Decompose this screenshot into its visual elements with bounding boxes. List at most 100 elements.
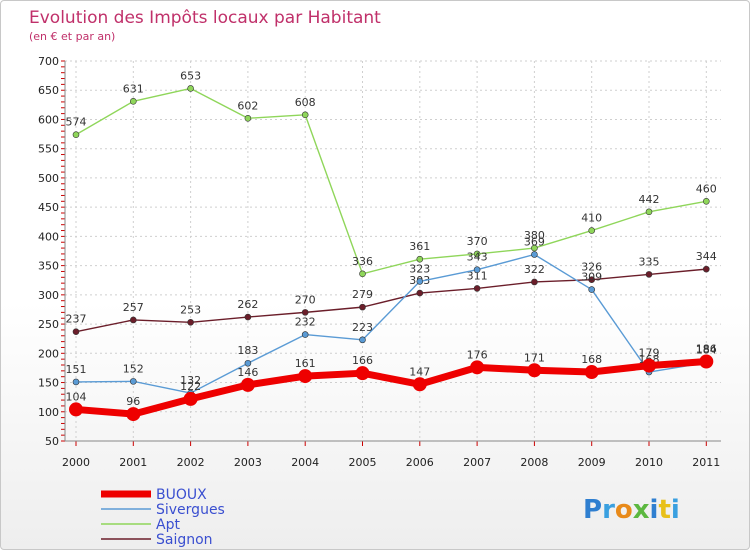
- point-sivergues: [244, 359, 252, 367]
- point-saignon: [187, 319, 194, 326]
- point-apt: [531, 244, 538, 252]
- series-line-buoux: [75, 358, 707, 418]
- x-tick-label: 2005: [349, 456, 377, 469]
- data-label-sivergues: 223: [352, 321, 373, 334]
- logo-letter-1: P: [583, 495, 602, 525]
- point-apt: [645, 208, 653, 216]
- y-tick-label: 400: [38, 230, 59, 243]
- logo-letter-2: r: [602, 495, 615, 525]
- x-tick-label: 2000: [62, 456, 90, 469]
- logo-letter-5: i: [650, 495, 659, 525]
- series-line-apt: [75, 87, 707, 275]
- point-saignon: [531, 278, 538, 286]
- point-apt: [244, 114, 252, 122]
- point-saignon: [416, 289, 424, 297]
- data-label-buoux: 176: [467, 348, 488, 361]
- y-tick-label: 200: [38, 347, 59, 360]
- point-buoux: [699, 354, 714, 369]
- logo-letter-7: i: [671, 495, 680, 525]
- point-apt: [130, 98, 137, 105]
- legend-label-buoux: BUOUX: [156, 487, 207, 503]
- data-label-buoux: 171: [524, 351, 545, 364]
- point-saignon: [359, 303, 366, 311]
- data-label-buoux: 146: [237, 366, 258, 379]
- data-label-apt: 602: [237, 99, 258, 112]
- y-tick-label: 500: [38, 172, 59, 185]
- point-sivergues: [130, 378, 137, 385]
- legend-label-sivergues: Sivergues: [156, 502, 225, 518]
- data-label-sivergues: 132: [180, 374, 201, 387]
- data-label-buoux: 104: [66, 390, 87, 403]
- point-saignon: [702, 265, 710, 273]
- point-apt: [72, 131, 80, 138]
- data-label-saignon: 335: [639, 255, 660, 268]
- point-buoux: [642, 358, 656, 373]
- point-apt: [588, 227, 596, 234]
- point-buoux: [69, 402, 83, 417]
- point-buoux: [240, 377, 255, 392]
- point-apt: [473, 250, 481, 258]
- data-label-sivergues: 183: [237, 344, 258, 357]
- data-label-apt: 608: [295, 96, 316, 109]
- point-sivergues: [301, 331, 309, 338]
- logo-text: Proxiti: [583, 495, 680, 525]
- logo-letter-4: x: [633, 495, 650, 525]
- point-saignon: [473, 285, 481, 292]
- point-buoux: [412, 377, 427, 392]
- point-sivergues: [72, 378, 80, 386]
- data-label-saignon: 326: [581, 261, 602, 274]
- data-label-saignon: 253: [180, 303, 201, 316]
- x-tick-label: 2010: [635, 456, 663, 469]
- chart-subtitle: (en € et par an): [29, 30, 115, 43]
- data-label-saignon: 322: [524, 263, 545, 276]
- point-saignon: [588, 276, 596, 283]
- x-tick-label: 2003: [234, 456, 262, 469]
- data-label-sivergues: 232: [295, 316, 316, 329]
- y-tick-label: 300: [38, 289, 59, 302]
- data-label-saignon: 262: [237, 298, 258, 311]
- point-buoux: [126, 407, 141, 422]
- x-tick-label: 2008: [520, 456, 548, 469]
- axes: 50 100 150 200 250 300 350 400 450 500 550 600 650 70…: [38, 55, 721, 469]
- point-saignon: [72, 328, 80, 335]
- point-buoux: [584, 365, 599, 380]
- y-tick-label: 250: [38, 318, 59, 331]
- data-label-apt: 361: [409, 240, 430, 253]
- point-buoux: [527, 363, 542, 378]
- point-apt: [187, 85, 194, 92]
- data-label-apt: 631: [123, 82, 144, 95]
- x-tick-label: 2009: [578, 456, 606, 469]
- legend-label-saignon: Saignon: [156, 532, 213, 548]
- data-label-buoux: 179: [639, 347, 660, 360]
- data-label-buoux: 166: [352, 354, 373, 367]
- series-group: 2372572532622702793033113223263353445746…: [66, 69, 717, 422]
- y-tick-label: 650: [38, 84, 59, 97]
- data-label-sivergues: 152: [123, 362, 144, 375]
- data-label-sivergues: 323: [409, 262, 430, 275]
- x-tick-label: 2001: [119, 456, 147, 469]
- point-sivergues: [588, 286, 596, 293]
- data-label-apt: 442: [639, 193, 660, 206]
- x-tick-label: 2004: [291, 456, 319, 469]
- data-label-saignon: 237: [66, 313, 87, 326]
- data-label-sivergues: 309: [581, 271, 602, 284]
- data-label-buoux: 122: [180, 380, 201, 393]
- series-line-saignon: [75, 268, 707, 333]
- grid: [65, 60, 721, 442]
- point-sivergues: [531, 251, 538, 258]
- data-label-apt: 574: [66, 116, 87, 129]
- y-tick-label: 100: [38, 406, 59, 419]
- point-saignon: [130, 316, 137, 324]
- y-tick-label: 600: [38, 113, 59, 126]
- point-sivergues: [359, 336, 366, 344]
- point-saignon: [301, 309, 309, 316]
- y-tick-label: 550: [38, 143, 59, 156]
- y-tick-label: 150: [38, 377, 59, 390]
- data-label-buoux: 147: [409, 365, 430, 378]
- point-buoux: [298, 369, 313, 384]
- point-apt: [702, 198, 710, 205]
- point-saignon: [645, 271, 653, 278]
- data-label-sivergues: 369: [524, 236, 545, 249]
